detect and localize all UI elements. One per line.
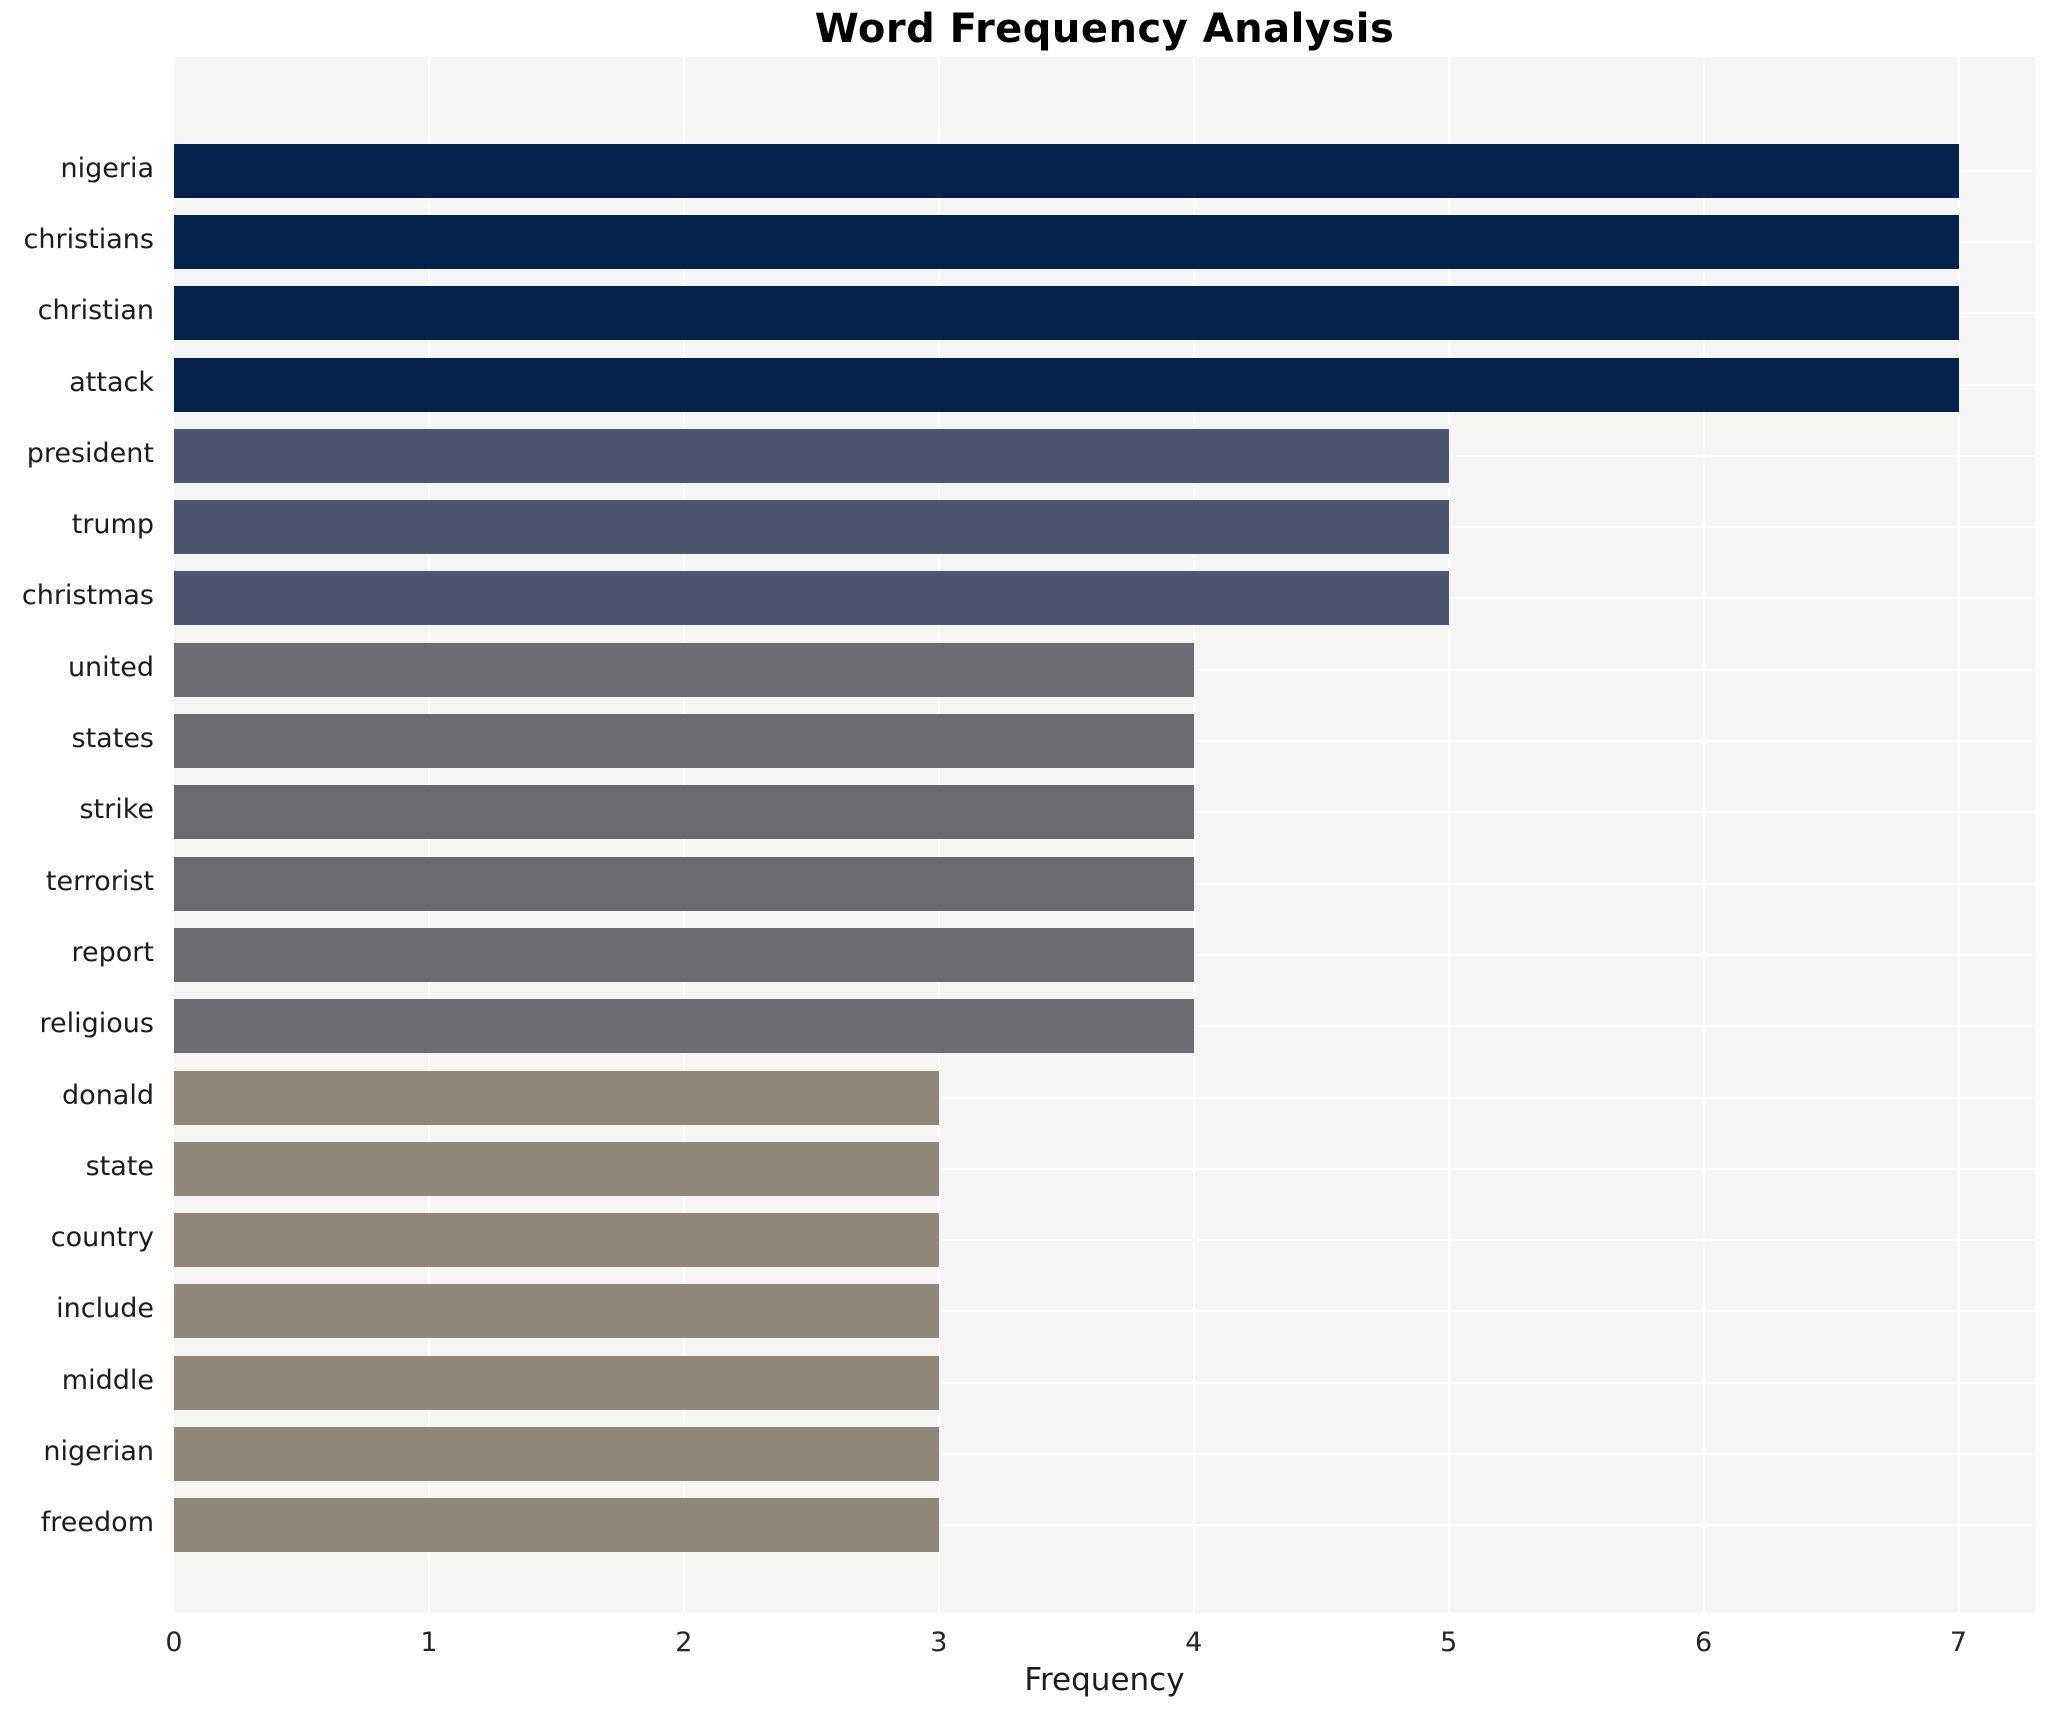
x-tick-label-6: 6 xyxy=(1694,1627,1713,1658)
vertical-gridline xyxy=(1957,57,1960,1613)
x-tick-label-2: 2 xyxy=(675,1627,693,1658)
chart-title: Word Frequency Analysis xyxy=(814,6,1395,52)
horizontal-gridline xyxy=(174,1239,2035,1242)
vertical-gridline xyxy=(1702,57,1705,1613)
bar-president xyxy=(174,428,1449,483)
plot-area xyxy=(173,57,2035,1613)
horizontal-gridline xyxy=(174,1524,2035,1527)
horizontal-gridline xyxy=(174,1096,2035,1099)
y-tick-label-president: president xyxy=(26,437,154,469)
y-tick-label-religious: religious xyxy=(39,1008,154,1040)
bar-religious xyxy=(174,999,1194,1054)
bar-include xyxy=(174,1284,939,1339)
y-tick-label-attack: attack xyxy=(69,366,154,398)
x-tick-label-5: 5 xyxy=(1440,1627,1458,1658)
x-axis-label: Frequency xyxy=(1024,1662,1185,1698)
bar-country xyxy=(174,1213,939,1268)
x-tick-label-4: 4 xyxy=(1185,1627,1203,1658)
bar-united xyxy=(174,642,1194,697)
horizontal-gridline xyxy=(174,1310,2035,1313)
bar-christmas xyxy=(174,571,1449,626)
y-tick-label-nigeria: nigeria xyxy=(60,152,154,184)
bar-attack xyxy=(174,357,1959,412)
vertical-gridline xyxy=(1192,57,1195,1613)
y-tick-label-christians: christians xyxy=(23,223,154,255)
y-tick-label-include: include xyxy=(56,1293,154,1325)
y-tick-label-terrorist: terrorist xyxy=(45,865,154,897)
x-tick-label-3: 3 xyxy=(930,1627,948,1658)
y-tick-label-nigerian: nigerian xyxy=(43,1436,154,1468)
bar-christian xyxy=(174,286,1959,341)
horizontal-gridline xyxy=(174,1167,2035,1170)
y-tick-label-christmas: christmas xyxy=(21,580,154,612)
horizontal-gridline xyxy=(174,1453,2035,1456)
vertical-gridline xyxy=(1447,57,1450,1613)
bar-donald xyxy=(174,1070,939,1125)
y-axis-labels: nigeria christians christian attack presiden… xyxy=(0,57,164,1613)
horizontal-gridline xyxy=(174,1381,2035,1384)
y-tick-label-state: state xyxy=(85,1150,154,1182)
y-tick-label-trump: trump xyxy=(71,509,154,541)
bar-middle xyxy=(174,1355,939,1410)
bar-nigeria xyxy=(174,143,1959,198)
y-tick-label-middle: middle xyxy=(61,1364,154,1396)
bar-states xyxy=(174,714,1194,769)
bar-report xyxy=(174,927,1194,982)
bar-terrorist xyxy=(174,856,1194,911)
y-tick-label-strike: strike xyxy=(79,794,154,826)
x-tick-label-0: 0 xyxy=(165,1627,183,1658)
y-tick-label-united: united xyxy=(67,651,154,683)
y-tick-label-christian: christian xyxy=(37,295,154,327)
bar-freedom xyxy=(174,1498,939,1553)
y-tick-label-country: country xyxy=(50,1222,154,1254)
y-tick-label-donald: donald xyxy=(62,1079,154,1111)
y-tick-label-report: report xyxy=(71,936,154,968)
bar-trump xyxy=(174,500,1449,555)
y-tick-label-states: states xyxy=(71,723,154,755)
y-tick-label-freedom: freedom xyxy=(40,1507,154,1539)
bar-christians xyxy=(174,214,1959,269)
bar-nigerian xyxy=(174,1427,939,1482)
bar-state xyxy=(174,1141,939,1196)
x-tick-label-1: 1 xyxy=(420,1627,438,1658)
bar-strike xyxy=(174,785,1194,840)
x-tick-label-7: 7 xyxy=(1949,1627,1968,1658)
